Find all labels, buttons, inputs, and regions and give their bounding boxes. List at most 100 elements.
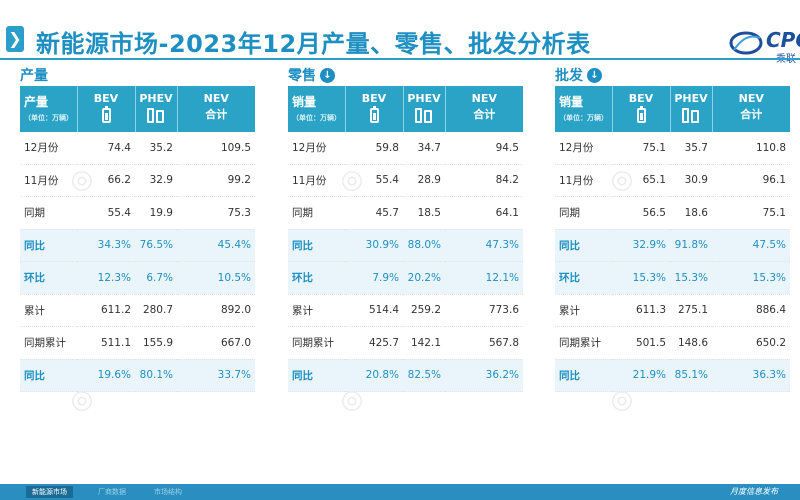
bev-cell: 20.8%: [345, 359, 403, 392]
bev-cell: 7.9%: [345, 261, 403, 295]
footer-tab-market-structure[interactable]: 市场结构: [154, 488, 182, 496]
row-label: 环比: [555, 261, 612, 295]
table-row: 同比 19.6% 80.1% 33.7%: [20, 359, 255, 392]
section-label-text: 批发: [555, 68, 583, 84]
nev-cell: 36.3%: [712, 359, 790, 392]
header-nev-sub: 合计: [473, 108, 496, 121]
table-row: 环比 12.3% 6.7% 10.5%: [20, 261, 255, 295]
footer-tab-nev-market[interactable]: 新能源市场: [26, 486, 73, 498]
row-label: 同比: [288, 229, 345, 262]
bev-cell: 55.4: [77, 196, 135, 230]
bev-cell: 45.7: [345, 196, 403, 230]
row-label: 12月份: [288, 132, 345, 165]
phev-cell: 32.9: [135, 164, 177, 197]
nev-cell: 75.1: [712, 196, 790, 230]
section-label-text: 产量: [20, 68, 48, 84]
footer-release-text: 月度信息发布: [730, 487, 778, 496]
phev-cell: 35.7: [670, 132, 712, 165]
table-row: 累计 611.3 275.1 886.4: [555, 294, 790, 327]
bev-cell: 15.3%: [612, 261, 670, 295]
bev-cell: 66.2: [77, 164, 135, 197]
section-2: 批发 ↓ 销量 （单位：万辆） BEV PHEV NEV 合计 12月份 75.1 35.7 110.…: [555, 64, 790, 392]
row-label: 同期累计: [288, 326, 345, 360]
title-underline: [0, 58, 800, 60]
nev-cell: 75.3: [177, 196, 255, 230]
table-row: 同期累计 511.1 155.9 667.0: [20, 326, 255, 360]
down-arrow-icon: ↓: [320, 67, 335, 83]
table-row: 同期 45.7 18.5 64.1: [288, 196, 523, 230]
phev-cell: 259.2: [403, 294, 445, 327]
fuel-pump-battery-icon: [415, 108, 433, 124]
nev-cell: 12.1%: [445, 261, 523, 295]
header-metric-label: 销量: [292, 95, 317, 109]
row-label: 累计: [20, 294, 77, 327]
phev-cell: 155.9: [135, 326, 177, 360]
phev-cell: 85.1%: [670, 359, 712, 392]
row-label: 12月份: [20, 132, 77, 165]
title-chevron-icon: ❯: [6, 26, 24, 52]
nev-cell: 94.5: [445, 132, 523, 165]
table-row: 环比 7.9% 20.2% 12.1%: [288, 261, 523, 295]
phev-cell: 82.5%: [403, 359, 445, 392]
row-label: 同期累计: [555, 326, 612, 360]
header-phev: PHEV: [403, 86, 446, 132]
phev-cell: 76.5%: [135, 229, 177, 262]
nev-cell: 33.7%: [177, 359, 255, 392]
section-label-text: 零售: [288, 68, 316, 84]
row-label: 同期累计: [20, 326, 77, 360]
phev-cell: 18.6: [670, 196, 712, 230]
phev-cell: 275.1: [670, 294, 712, 327]
phev-cell: 88.0%: [403, 229, 445, 262]
table-row: 累计 611.2 280.7 892.0: [20, 294, 255, 327]
battery-icon: [369, 106, 379, 123]
section-label: 批发 ↓: [555, 64, 790, 86]
nev-cell: 15.3%: [712, 261, 790, 295]
table-row: 12月份 74.4 35.2 109.5: [20, 132, 255, 165]
row-label: 同期: [20, 196, 77, 230]
nev-cell: 567.8: [445, 326, 523, 360]
row-label: 11月份: [288, 164, 345, 197]
phev-cell: 280.7: [135, 294, 177, 327]
data-table: 产量 （单位：万辆） BEV PHEV NEV 合计 12月份 74.4 35.2 109.5 11…: [20, 86, 255, 392]
header-unit: （单位：万辆）: [559, 114, 608, 122]
phev-cell: 6.7%: [135, 261, 177, 295]
table-row: 11月份 65.1 30.9 96.1: [555, 164, 790, 197]
phev-cell: 20.2%: [403, 261, 445, 295]
header-nev: NEV 合计: [445, 86, 523, 132]
bev-cell: 611.3: [612, 294, 670, 327]
header-bev: BEV: [77, 86, 136, 132]
nev-cell: 47.5%: [712, 229, 790, 262]
section-label: 产量: [20, 64, 255, 86]
header-nev-sub: 合计: [205, 108, 228, 121]
table-row: 同期 55.4 19.9 75.3: [20, 196, 255, 230]
row-label: 同比: [20, 229, 77, 262]
table-row: 同比 30.9% 88.0% 47.3%: [288, 229, 523, 262]
row-label: 同比: [20, 359, 77, 392]
cpca-logo: CPCA 乘联: [728, 28, 800, 65]
table-row: 同期累计 425.7 142.1 567.8: [288, 326, 523, 360]
row-label: 同期: [288, 196, 345, 230]
footer-tab-oem-data[interactable]: 厂商数据: [98, 488, 126, 496]
phev-cell: 35.2: [135, 132, 177, 165]
bev-cell: 55.4: [345, 164, 403, 197]
phev-cell: 91.8%: [670, 229, 712, 262]
header-nev: NEV 合计: [712, 86, 790, 132]
header-unit: （单位：万辆）: [24, 114, 73, 122]
row-label: 环比: [288, 261, 345, 295]
header-nev-label: NEV: [738, 92, 764, 105]
bev-cell: 501.5: [612, 326, 670, 360]
table-row: 同比 32.9% 91.8% 47.5%: [555, 229, 790, 262]
phev-cell: 30.9: [670, 164, 712, 197]
row-label: 同期: [555, 196, 612, 230]
header-phev-label: PHEV: [407, 92, 441, 105]
table-header-row: 销量 （单位：万辆） BEV PHEV NEV 合计: [555, 86, 790, 132]
phev-cell: 19.9: [135, 196, 177, 230]
footer-bar: 新能源市场 厂商数据 市场结构 月度信息发布: [0, 484, 800, 500]
nev-cell: 109.5: [177, 132, 255, 165]
header-nev: NEV 合计: [177, 86, 255, 132]
table-header-row: 销量 （单位：万辆） BEV PHEV NEV 合计: [288, 86, 523, 132]
phev-cell: 15.3%: [670, 261, 712, 295]
nev-cell: 96.1: [712, 164, 790, 197]
header-bev: BEV: [612, 86, 671, 132]
table-header-row: 产量 （单位：万辆） BEV PHEV NEV 合计: [20, 86, 255, 132]
